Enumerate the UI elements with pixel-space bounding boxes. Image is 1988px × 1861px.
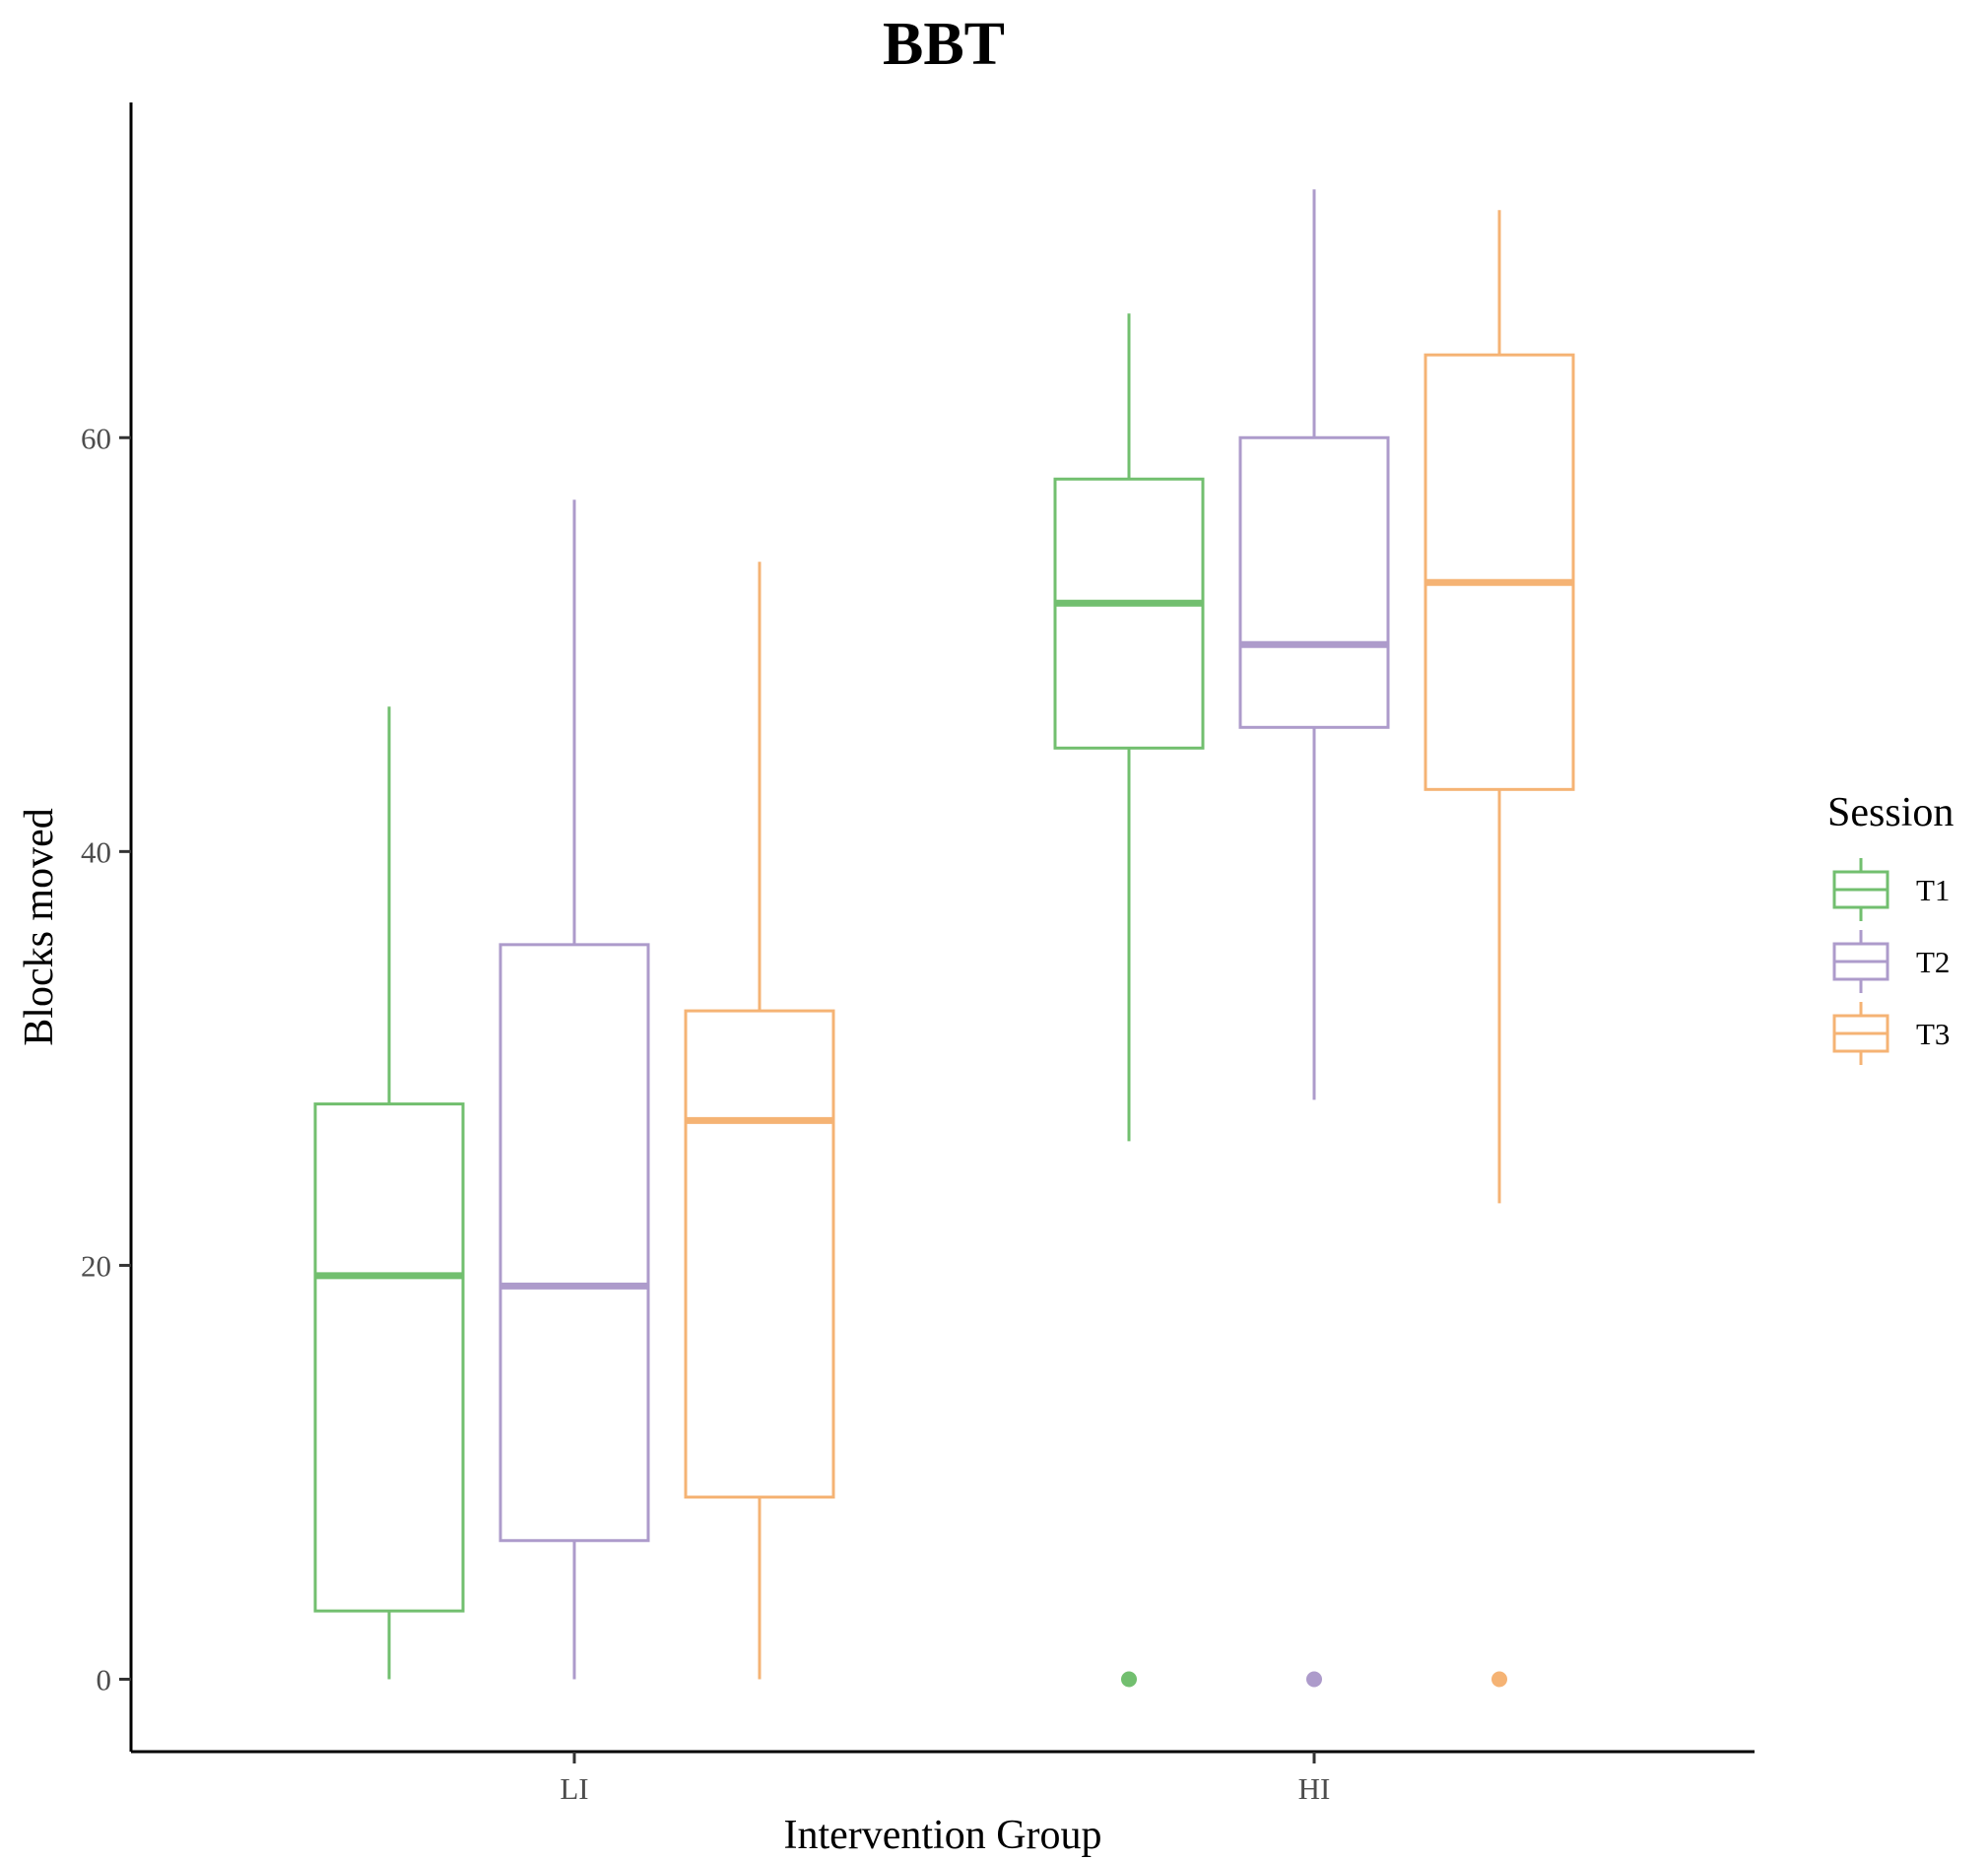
box-iqr (1238, 435, 1390, 729)
chart-title: BBT (883, 11, 1005, 78)
box-T1-HI (1053, 313, 1205, 1688)
y-tick-label: 20 (81, 1248, 111, 1283)
outlier-point (1306, 1671, 1322, 1688)
x-axis-label: Intervention Group (783, 1813, 1101, 1858)
legend-item-T2: T2 (1832, 930, 1950, 993)
outlier-point (1121, 1671, 1137, 1688)
box-iqr (313, 1102, 465, 1613)
legend-label: T3 (1916, 1017, 1950, 1051)
y-tick-label: 60 (81, 421, 111, 455)
box-iqr (498, 943, 650, 1543)
legend-label: T1 (1916, 873, 1950, 907)
box-T1-LI (313, 706, 465, 1680)
box-T2-HI (1238, 189, 1390, 1688)
legend-label: T2 (1916, 945, 1950, 979)
outlier-point (1491, 1671, 1507, 1688)
plot-area (313, 189, 1575, 1688)
legend: Session T1 T2 T3 (1827, 790, 1954, 1065)
x-tick-label: LI (560, 1771, 588, 1806)
legend-item-T1: T1 (1832, 858, 1950, 921)
box-T3-HI (1424, 210, 1575, 1688)
legend-title: Session (1827, 790, 1954, 835)
x-axis-ticks: LI HI (560, 1752, 1330, 1806)
box-iqr (1424, 353, 1575, 791)
legend-item-T3: T3 (1832, 1002, 1950, 1065)
y-tick-label: 0 (97, 1662, 112, 1696)
y-axis-label: Blocks moved (17, 808, 62, 1045)
y-tick-label: 40 (81, 834, 111, 869)
box-iqr (1053, 477, 1205, 750)
box-T3-LI (684, 562, 835, 1680)
box-iqr (684, 1009, 835, 1499)
x-tick-label: HI (1298, 1771, 1331, 1806)
box-T2-LI (498, 499, 650, 1680)
y-axis-ticks: 0 20 40 60 (81, 421, 131, 1696)
